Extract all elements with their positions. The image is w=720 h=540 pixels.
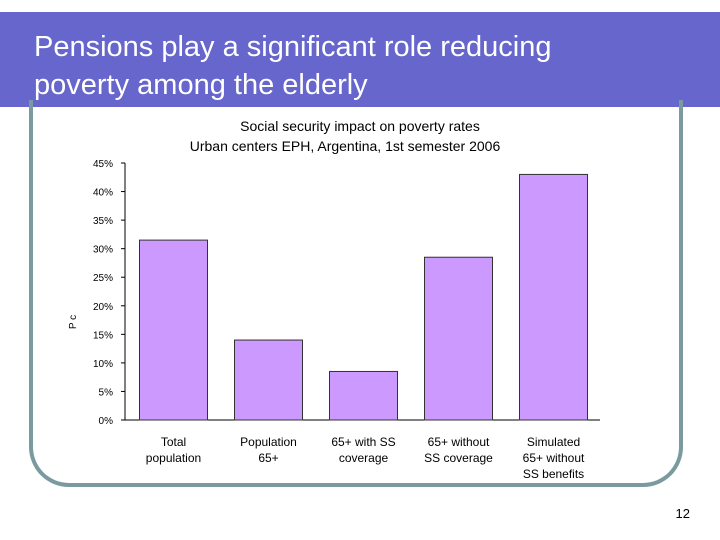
x-tick-label: Population — [240, 435, 297, 449]
x-tick-label: SS benefits — [523, 467, 584, 481]
chart-subtitle: Urban centers EPH, Argentina, 1st semest… — [190, 138, 501, 154]
x-tick-label: population — [146, 451, 201, 465]
title-bar: Pensions play a significant role reducin… — [0, 12, 720, 110]
y-tick-label: 45% — [93, 159, 113, 170]
chart-title: Social security impact on poverty rates — [240, 118, 480, 134]
y-tick-label: 20% — [93, 302, 113, 313]
slide-title: Pensions play a significant role reducin… — [34, 28, 634, 104]
y-tick-label: 40% — [93, 188, 113, 199]
x-tick-label: Simulated — [527, 435, 580, 449]
x-tick-label: 65+ without — [523, 451, 585, 465]
y-tick-label: 10% — [93, 359, 113, 370]
slide-title-line-1: Pensions play a significant role reducin… — [34, 31, 552, 63]
page-number: 12 — [675, 506, 690, 521]
bar — [234, 339, 303, 421]
content-frame — [29, 100, 683, 487]
y-axis-label: P c — [68, 315, 79, 329]
bar — [139, 239, 208, 421]
x-tick-label: SS coverage — [424, 451, 493, 465]
x-tick-label: 65+ — [258, 451, 278, 465]
y-tick-label: 0% — [99, 416, 114, 427]
x-tick-label: Total — [161, 435, 186, 449]
slide-title-line-2: poverty among the elderly — [34, 69, 368, 101]
y-tick-label: 35% — [93, 216, 113, 227]
x-tick-label: 65+ with SS — [331, 435, 395, 449]
y-tick-label: 25% — [93, 273, 113, 284]
x-tick-label: 65+ without — [428, 435, 490, 449]
y-tick-label: 5% — [99, 387, 114, 398]
x-tick-label: coverage — [339, 451, 389, 465]
bar — [519, 173, 588, 421]
bar — [424, 256, 493, 421]
bar — [329, 370, 398, 421]
y-tick-label: 30% — [93, 245, 113, 256]
y-tick-label: 15% — [93, 330, 113, 341]
title-underline — [0, 107, 637, 110]
